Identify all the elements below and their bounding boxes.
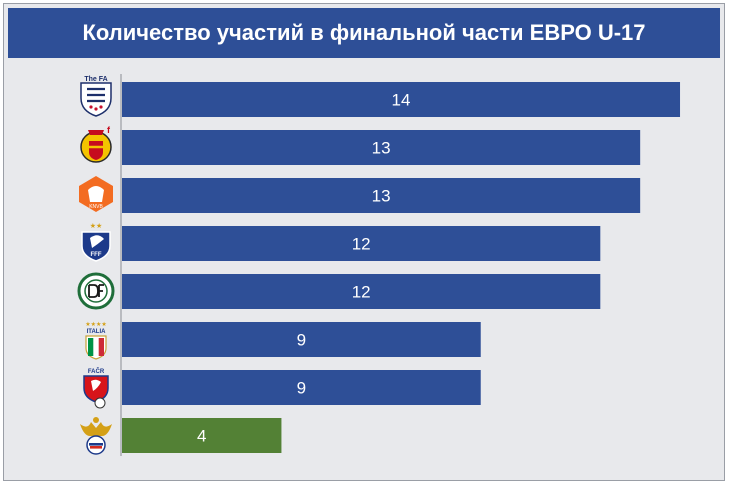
bar-value-label: 4 xyxy=(197,427,206,446)
czech-crest-text: FAČR xyxy=(88,368,105,375)
title-bar: Количество участий в финальной части ЕВР… xyxy=(8,8,720,58)
england-crest-text: The FA xyxy=(84,76,107,83)
bar-czech-facr xyxy=(122,370,481,405)
netherlands-knvb-crest: KNVB xyxy=(79,176,113,212)
italy-figc-crest: ★★★★ ITALIA xyxy=(85,321,107,360)
svg-text:f: f xyxy=(107,125,111,135)
italy-crest-text: ITALIA xyxy=(87,329,107,335)
bar-england-fa xyxy=(122,82,681,117)
bar-italy-figc xyxy=(122,322,481,357)
spain-rfef-crest: f xyxy=(80,125,112,163)
england-fa-crest: The FA xyxy=(80,76,112,117)
bar-value-label: 12 xyxy=(352,235,371,254)
bar-value-label: 9 xyxy=(297,331,306,350)
bar-russia-rfs xyxy=(122,418,282,453)
bar-value-label: 9 xyxy=(297,379,306,398)
bar-germany-dfb xyxy=(122,274,601,309)
bar-value-label: 12 xyxy=(352,283,371,302)
germany-dfb-crest xyxy=(77,272,115,310)
bar-value-label: 13 xyxy=(372,139,391,158)
bar-value-label: 14 xyxy=(392,91,411,110)
russia-rfs-crest xyxy=(80,417,112,455)
bar-chart: 14 13 13 12 12 9 9 4 The FA f KNVB ★★ FFF xyxy=(77,74,681,456)
bar-value-label: 13 xyxy=(372,187,391,206)
svg-text:★★: ★★ xyxy=(90,222,103,230)
svg-text:★★★★: ★★★★ xyxy=(85,321,107,328)
france-fff-crest: ★★ FFF xyxy=(81,222,111,262)
czech-facr-crest: FAČR xyxy=(83,368,109,409)
chart-title: Количество участий в финальной части ЕВР… xyxy=(82,20,646,45)
svg-text:KNVB: KNVB xyxy=(89,204,103,210)
bar-spain-rfef xyxy=(122,130,641,165)
bar-france-fff xyxy=(122,226,601,261)
france-crest-text: FFF xyxy=(91,252,102,258)
bar-netherlands-knvb xyxy=(122,178,641,213)
chart-frame: Количество участий в финальной части ЕВР… xyxy=(3,3,725,481)
bars-group: 14 13 13 12 12 9 9 4 xyxy=(122,82,681,453)
